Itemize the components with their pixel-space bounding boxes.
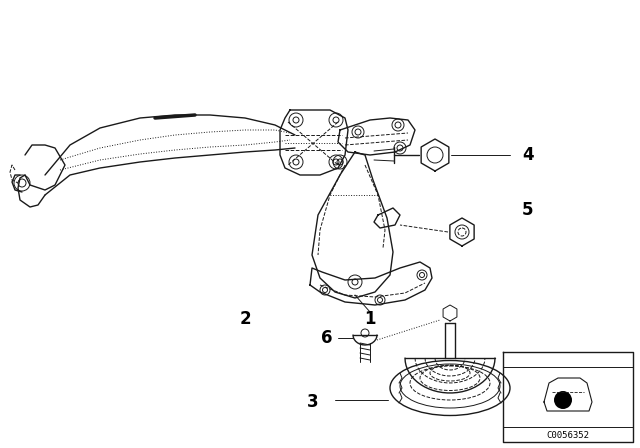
Text: C0056352: C0056352 [547,431,589,439]
Text: 3: 3 [307,393,318,411]
Text: 2: 2 [239,310,251,328]
Text: 1: 1 [364,310,376,328]
Text: 5: 5 [522,201,534,219]
Circle shape [554,391,572,409]
Text: 4: 4 [522,146,534,164]
Text: 6: 6 [321,329,332,347]
